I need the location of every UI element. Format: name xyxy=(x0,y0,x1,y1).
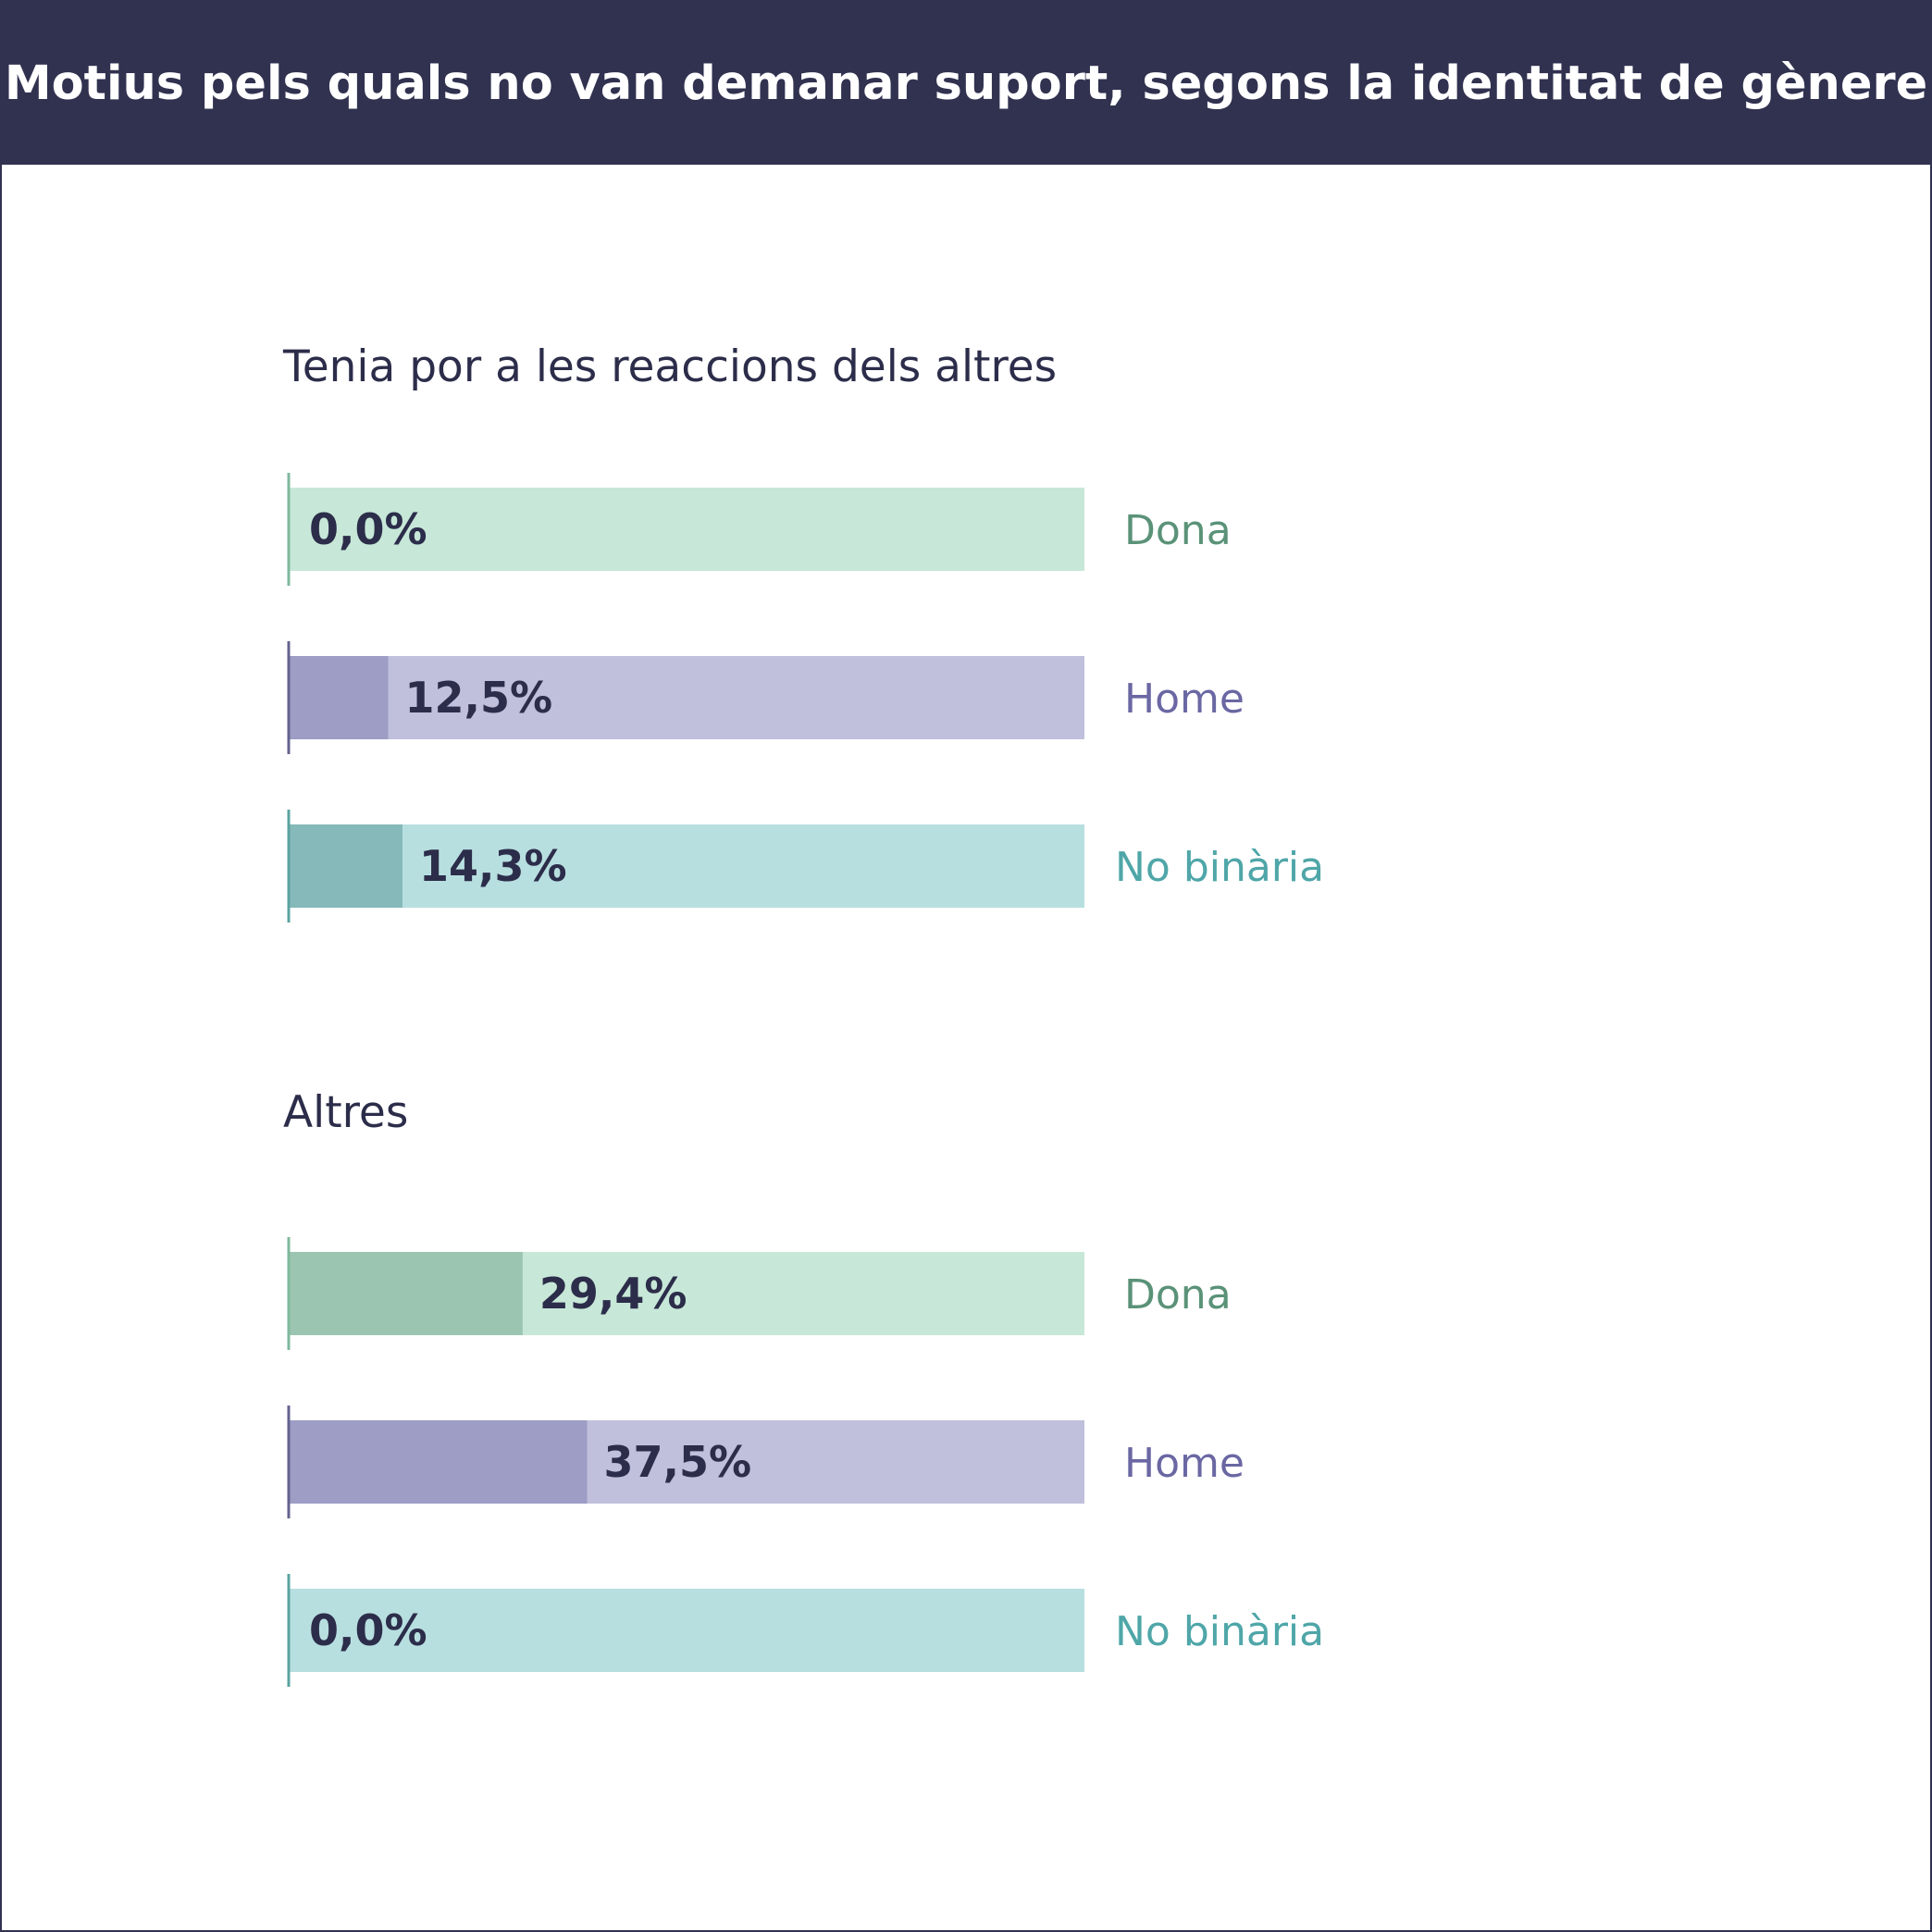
category-label-no_binaria: No binària xyxy=(1115,844,1324,891)
bar-no_binaria xyxy=(289,824,402,908)
bar-home xyxy=(289,656,389,739)
group-title: Altres xyxy=(283,1087,408,1138)
category-label-home: Home xyxy=(1124,1440,1245,1487)
chart-title: Motius pels quals no van demanar suport,… xyxy=(4,56,1928,111)
value-label: 29,4% xyxy=(539,1269,687,1319)
bar-track-home xyxy=(289,656,1084,739)
bar-track-no_binaria xyxy=(289,1589,1084,1672)
bar-track-dona xyxy=(289,488,1084,571)
bar-dona xyxy=(289,1252,523,1335)
category-label-dona: Dona xyxy=(1124,507,1232,554)
bar-group-2: Altres 29,4% Dona 37,5% Home 0,0% No binària xyxy=(283,1087,1324,1687)
value-label: 37,5% xyxy=(604,1437,752,1487)
header-bar: Motius pels quals no van demanar suport,… xyxy=(2,2,1930,165)
category-label-no_binaria: No binària xyxy=(1115,1608,1324,1655)
value-label: 0,0% xyxy=(309,1605,427,1655)
category-label-home: Home xyxy=(1124,675,1245,723)
value-label: 14,3% xyxy=(419,841,567,891)
bar-home xyxy=(289,1420,588,1504)
value-label: 12,5% xyxy=(405,673,553,723)
bar-track-no_binaria xyxy=(289,824,1084,908)
category-label-dona: Dona xyxy=(1124,1271,1232,1319)
group-title: Tenia por a les reaccions dels altres xyxy=(282,341,1057,392)
bar-group-1: Tenia por a les reaccions dels altres 0,0… xyxy=(282,341,1324,923)
value-label: 0,0% xyxy=(309,504,427,554)
